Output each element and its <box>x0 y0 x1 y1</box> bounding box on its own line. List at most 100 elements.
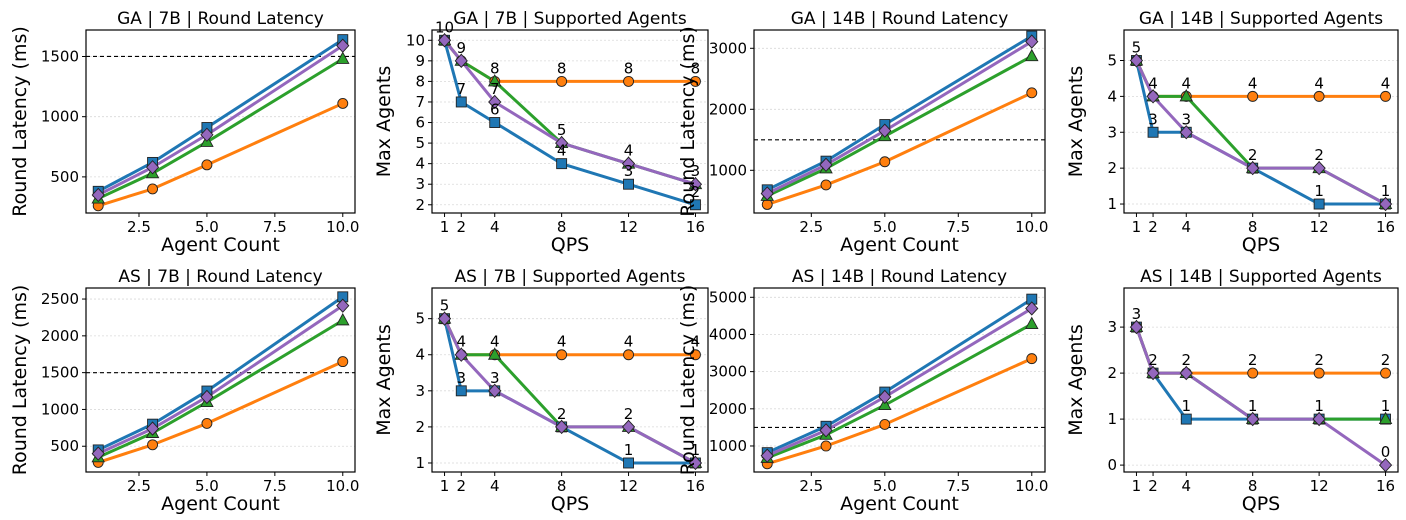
y-tick-label: 2 <box>1107 159 1117 177</box>
data-point-green <box>336 51 350 64</box>
data-point-purple <box>1025 34 1039 49</box>
data-point-orange <box>201 417 213 429</box>
series-line-purple <box>97 44 344 197</box>
data-label: 4 <box>1314 74 1324 92</box>
y-tick-label: 2 <box>415 418 425 436</box>
series-line-orange <box>766 91 1033 206</box>
data-point-orange <box>690 75 701 87</box>
x-tick-label: 8 <box>557 218 567 236</box>
series-line-orange <box>443 318 696 357</box>
series-line-orange <box>766 357 1033 466</box>
x-axis-label: Agent Count <box>161 234 280 256</box>
x-tick-label: 12 <box>1310 218 1329 236</box>
data-point-orange <box>1380 90 1391 102</box>
x-tick-label: 1 <box>440 218 450 236</box>
series-line-orange <box>97 360 344 464</box>
x-tick-label: 10.0 <box>1015 477 1048 495</box>
plot-frame <box>431 287 709 473</box>
series-line-purple <box>97 304 344 455</box>
data-point-green <box>1025 316 1039 330</box>
y-tick-label: 1 <box>415 454 425 472</box>
x-tick-label: 5.0 <box>873 218 897 236</box>
data-point-orange <box>556 75 568 87</box>
data-point-green <box>487 73 502 87</box>
data-point-purple <box>1246 160 1260 176</box>
y-tick-label: 4 <box>415 346 425 364</box>
y-tick-label: 3 <box>415 175 425 193</box>
data-point-purple <box>555 135 569 151</box>
series-line-green <box>443 39 696 186</box>
y-tick-label: 7 <box>415 93 425 111</box>
data-point-purple <box>454 347 468 362</box>
chart-title: GA | 14B | Round Latency <box>791 9 1009 29</box>
data-label: 4 <box>1248 74 1258 92</box>
data-label: 3 <box>1148 110 1158 128</box>
plot-frame <box>1123 29 1399 214</box>
data-label: 0 <box>1381 443 1391 461</box>
data-point-purple <box>621 156 636 171</box>
series-line-purple <box>766 40 1033 195</box>
data-point-purple <box>1312 411 1326 427</box>
data-label: 1 <box>1248 397 1258 415</box>
y-tick-label: 4000 <box>709 325 747 343</box>
plot-frame <box>85 287 356 473</box>
data-label: 1 <box>1314 182 1324 200</box>
y-axis-label: Max Agents <box>373 66 395 177</box>
data-point-blue <box>556 158 568 170</box>
x-axis-label: QPS <box>551 493 589 515</box>
y-tick-label: 1500 <box>41 364 79 382</box>
data-point-orange <box>556 349 568 361</box>
data-label: 10 <box>435 18 454 36</box>
data-point-purple <box>437 311 452 326</box>
y-tick-label: 3000 <box>709 39 747 57</box>
data-label: 2 <box>1314 351 1324 369</box>
data-point-purple <box>437 33 452 48</box>
data-point-orange <box>1313 90 1325 102</box>
data-label: 3 <box>1181 110 1191 128</box>
series-line-orange <box>1135 59 1386 98</box>
series-line-blue <box>766 297 1033 455</box>
series-line-blue <box>97 38 344 193</box>
x-tick-label: 2 <box>456 477 466 495</box>
data-point-orange <box>623 75 634 87</box>
data-point-orange <box>1026 87 1038 99</box>
y-tick-label: 2 <box>415 196 425 214</box>
series-line-green <box>766 54 1033 198</box>
x-tick-label: 4 <box>490 477 500 495</box>
data-point-purple <box>1025 301 1039 316</box>
y-tick-label: 2 <box>1107 364 1117 382</box>
y-tick-label: 1000 <box>41 400 79 418</box>
data-point-blue <box>690 199 701 211</box>
chart-title: AS | 7B | Supported Agents <box>454 267 685 287</box>
data-point-purple <box>688 455 703 471</box>
y-axis-label: Round Latency (ms) <box>677 26 699 217</box>
x-tick-label: 12 <box>619 218 638 236</box>
data-label: 7 <box>456 80 466 98</box>
data-point-orange <box>1026 353 1038 365</box>
data-point-orange <box>147 183 159 195</box>
data-label: 1 <box>624 441 634 459</box>
data-point-blue <box>455 385 467 397</box>
data-point-purple <box>91 446 105 461</box>
data-point-green <box>878 397 892 411</box>
data-label: 4 <box>456 333 466 351</box>
data-label: 8 <box>624 59 634 77</box>
data-label: 4 <box>557 333 567 351</box>
data-point-purple <box>819 423 833 438</box>
y-tick-label: 1000 <box>709 161 747 179</box>
x-tick-label: 1 <box>440 477 450 495</box>
x-tick-label: 8 <box>557 477 567 495</box>
data-point-blue <box>489 117 501 128</box>
data-label: 7 <box>490 80 500 98</box>
x-axis-label: QPS <box>1242 493 1280 515</box>
chart-panel-5: 2.5 5.0 7.5 10.0 500 1000 1500 2000 2500 AS | 7B … <box>9 267 359 515</box>
plot-frame <box>753 29 1046 214</box>
data-label: 8 <box>557 59 567 77</box>
chart-title: GA | 7B | Round Latency <box>117 9 324 29</box>
y-tick-label: 4 <box>415 155 425 173</box>
x-tick-label: 16 <box>686 218 705 236</box>
plot-frame <box>753 287 1046 473</box>
